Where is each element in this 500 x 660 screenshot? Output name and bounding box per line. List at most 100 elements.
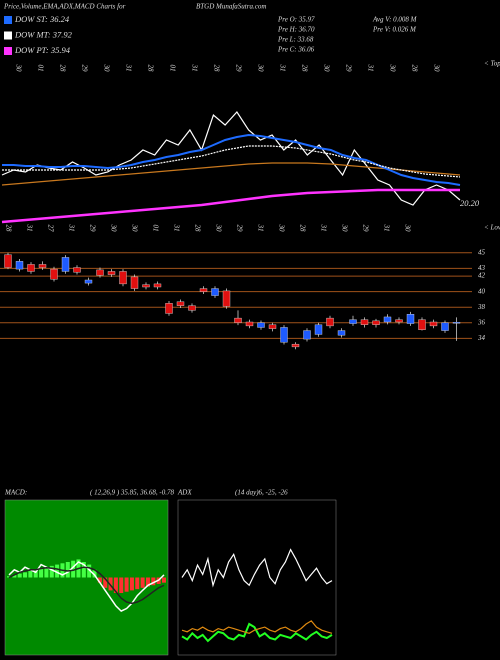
stat: Pre V: 0.026 M bbox=[372, 26, 417, 34]
candle-body bbox=[441, 322, 449, 331]
y-tick-label: 43 bbox=[478, 264, 486, 272]
chart-title: Price,Volume,EMA,ADX,MACD Charts for bbox=[3, 3, 126, 11]
date-label: 01 bbox=[36, 65, 44, 72]
date-label: 31 bbox=[278, 64, 286, 72]
histogram-bar bbox=[33, 569, 38, 578]
date-label: 30 bbox=[388, 64, 396, 73]
histogram-bar bbox=[129, 577, 134, 591]
candle-body bbox=[257, 322, 265, 328]
histogram-bar bbox=[119, 577, 124, 593]
date-label: 31 bbox=[67, 224, 75, 232]
candle-body bbox=[360, 319, 369, 325]
candle-body bbox=[245, 321, 254, 327]
candle-body bbox=[73, 267, 81, 273]
legend-swatch bbox=[4, 31, 12, 40]
stat: Pre H: 36.70 bbox=[277, 26, 315, 34]
histogram-bar bbox=[151, 577, 156, 586]
date-label: 30 bbox=[130, 224, 138, 233]
candle-body bbox=[222, 290, 231, 307]
adx-title: ADX bbox=[177, 489, 192, 497]
histogram-bar bbox=[103, 577, 108, 588]
macd-line bbox=[8, 566, 165, 605]
y-tick-label: 38 bbox=[477, 303, 486, 311]
candle-body bbox=[61, 257, 70, 272]
candle-body bbox=[107, 271, 116, 275]
date-label: 28 bbox=[193, 225, 201, 233]
date-label: 30 bbox=[277, 224, 285, 233]
date-label: 31 bbox=[382, 224, 390, 232]
histogram-bar bbox=[162, 577, 166, 583]
date-label: 28 bbox=[4, 225, 12, 233]
histogram-bar bbox=[145, 577, 150, 587]
candle-body bbox=[27, 264, 35, 272]
date-label: 01 bbox=[151, 225, 159, 232]
date-label: 30 bbox=[403, 224, 411, 233]
histogram-bar bbox=[12, 574, 17, 578]
candle-body bbox=[280, 327, 288, 343]
histogram-bar bbox=[81, 562, 86, 578]
date-label: 29 bbox=[361, 225, 369, 233]
histogram-bar bbox=[17, 573, 22, 578]
date-label: 30 bbox=[14, 64, 22, 73]
candle-body bbox=[15, 261, 24, 270]
date-label: 31 bbox=[256, 224, 264, 232]
histogram-bar bbox=[39, 568, 44, 578]
stat: Pre L: 33.68 bbox=[277, 36, 314, 44]
candle-body bbox=[268, 324, 277, 329]
legend-label: DOW ST: 36.24 bbox=[14, 14, 70, 24]
candle-body bbox=[303, 330, 311, 340]
date-label: 31 bbox=[25, 224, 33, 232]
date-label: 31 bbox=[190, 64, 198, 72]
stat: Pre O: 35.97 bbox=[277, 16, 315, 24]
candle-body bbox=[188, 305, 196, 311]
candle-body bbox=[199, 288, 208, 292]
histogram-bar bbox=[140, 577, 145, 588]
y-tick-label: 42 bbox=[478, 272, 486, 280]
date-label: 28 bbox=[146, 65, 154, 73]
date-label: 31 bbox=[366, 64, 374, 72]
candle-body bbox=[96, 269, 104, 276]
candle-body bbox=[326, 317, 334, 327]
y-tick-label: 45 bbox=[478, 248, 486, 256]
histogram-bar bbox=[49, 565, 54, 578]
candle-body bbox=[4, 254, 12, 268]
last-label: 20.20 bbox=[460, 198, 480, 208]
chart-subtitle: BTGD MunafaSutra.com bbox=[196, 3, 266, 11]
date-label: 27 bbox=[46, 225, 54, 233]
candle-body bbox=[383, 316, 392, 323]
candle-body bbox=[38, 264, 47, 268]
candle-body bbox=[211, 288, 219, 296]
price-line bbox=[2, 133, 461, 186]
tops-label: < Tops bbox=[484, 60, 500, 68]
y-tick-label: 34 bbox=[477, 334, 486, 342]
candle-body bbox=[418, 319, 426, 330]
date-label: 01 bbox=[168, 65, 176, 72]
date-label: 28 bbox=[212, 65, 220, 73]
date-label: 31 bbox=[124, 64, 132, 72]
date-label: 30 bbox=[109, 224, 117, 233]
candle-body bbox=[50, 268, 58, 280]
date-label: 28 bbox=[58, 65, 66, 73]
candle-body bbox=[349, 319, 357, 324]
date-label: 30 bbox=[340, 224, 348, 233]
adx-subtitle: (14 day)6, -25, -26 bbox=[235, 489, 288, 497]
candle-body bbox=[153, 283, 162, 288]
candle-body bbox=[406, 314, 415, 324]
date-label: 29 bbox=[344, 65, 352, 73]
histogram-bar bbox=[28, 571, 33, 578]
date-label: 30 bbox=[102, 64, 110, 73]
histogram-bar bbox=[71, 560, 76, 578]
histogram-bar bbox=[108, 577, 113, 591]
macd-title: MACD: bbox=[4, 489, 27, 497]
date-label: 30 bbox=[322, 64, 330, 73]
legend-swatch bbox=[4, 47, 12, 55]
histogram-bar bbox=[87, 564, 92, 578]
candle-body bbox=[165, 303, 173, 314]
candle-body bbox=[84, 279, 93, 284]
histogram-bar bbox=[113, 577, 118, 593]
candle-body bbox=[337, 330, 346, 336]
date-label: 30 bbox=[432, 64, 440, 73]
lows-label: < Lows bbox=[484, 224, 500, 232]
histogram-bar bbox=[124, 577, 129, 592]
histogram-bar bbox=[44, 567, 49, 578]
